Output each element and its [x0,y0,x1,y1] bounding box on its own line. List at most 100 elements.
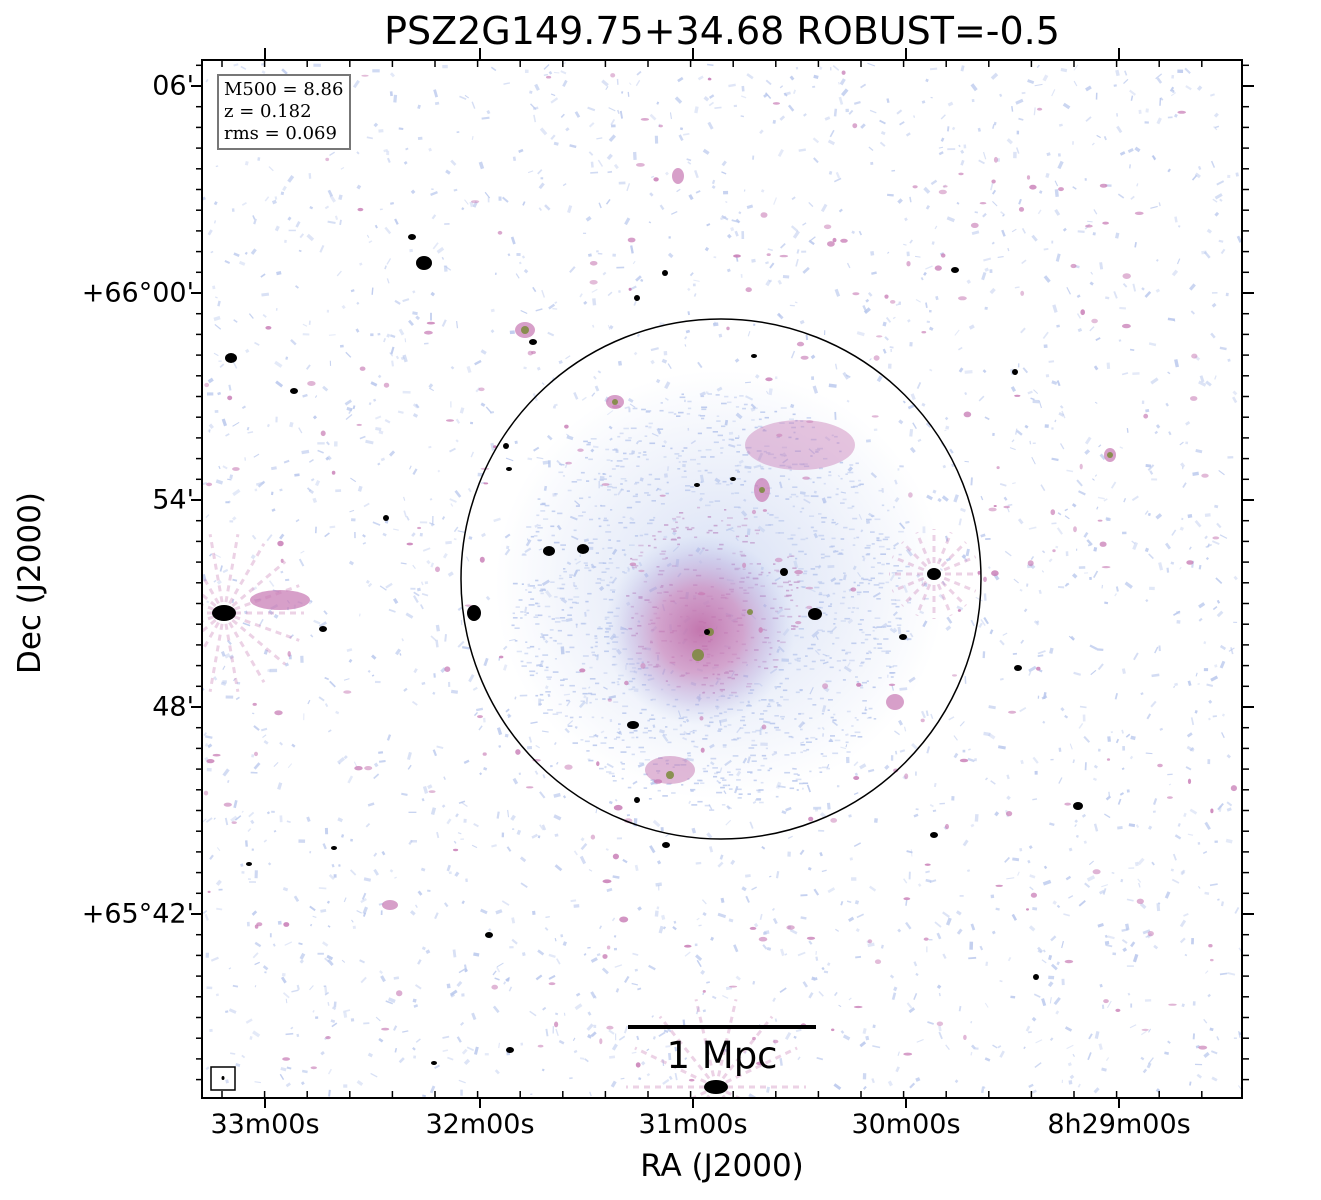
noise-speck [1043,248,1049,251]
plot-title: PSZ2G149.75+34.68 ROBUST=-0.5 [384,9,1060,53]
emission-blob [212,753,221,757]
emission-blob [796,341,805,347]
noise-speck [324,986,328,995]
emission-blob [577,448,584,452]
noise-speck [995,907,1000,911]
noise-speck [363,1022,370,1025]
emission-blob [1091,318,1098,324]
noise-speck [613,947,617,951]
noise-speck [480,402,486,407]
noise-speck [1027,390,1033,395]
noise-speck [612,775,615,777]
sidelobe-ray [901,541,936,576]
noise-speck [232,361,238,369]
noise-speck [225,501,229,504]
noise-speck [813,888,820,896]
noise-speck [412,564,416,569]
noise-speck [317,442,325,445]
emission-blob [406,542,414,546]
noise-speck [953,752,959,759]
noise-speck [909,446,916,454]
noise-speck [505,457,514,462]
noise-speck [1174,682,1179,687]
diffuse-patch-south [645,756,695,784]
emission-blob [1027,560,1034,567]
noise-speck [917,438,922,443]
noise-speck [1011,913,1018,921]
noise-speck [313,63,321,67]
noise-speck [1148,342,1157,347]
noise-speck [859,1041,867,1048]
noise-speck [618,1035,626,1041]
emission-blob [254,924,259,929]
noise-speck [394,299,401,305]
point-source [899,634,907,640]
noise-speck [206,600,210,604]
noise-speck [241,405,246,410]
noise-speck [1037,946,1044,953]
noise-speck [832,64,840,71]
noise-speck [808,239,815,246]
noise-speck [1017,871,1020,876]
noise-speck [725,819,732,826]
noise-speck [1122,745,1126,751]
noise-speck [594,385,600,392]
emission-blob [282,1057,290,1061]
noise-speck [751,886,757,891]
noise-speck [228,384,232,391]
noise-speck [236,681,241,685]
noise-speck [1083,840,1087,844]
noise-speck [906,850,913,854]
noise-speck [367,582,373,588]
noise-speck [711,185,716,190]
noise-speck [1033,107,1036,116]
noise-speck [907,318,911,323]
noise-speck [811,976,815,981]
noise-speck [944,429,947,432]
noise-speck [746,73,754,80]
noise-speck [1156,117,1162,125]
noise-speck [593,375,597,380]
noise-speck [567,205,573,214]
noise-speck [457,832,462,835]
noise-speck [1095,337,1101,341]
emission-blob [1190,396,1198,401]
noise-speck [1189,283,1196,291]
noise-speck [430,191,438,196]
noise-speck [760,189,765,193]
emission-blob [364,766,373,771]
noise-speck [1096,506,1099,510]
noise-speck [445,169,451,175]
noise-speck [618,181,626,185]
noise-speck [766,947,772,951]
sidelobe-ray [223,584,300,615]
noise-speck [1037,654,1044,658]
emission-blob [1212,536,1220,540]
noise-speck [821,869,827,873]
noise-speck [962,839,969,847]
emission-blob [988,507,997,512]
noise-speck [534,770,539,775]
noise-speck [416,587,421,592]
noise-speck [1174,359,1180,368]
noise-speck [695,190,701,194]
emission-blob [653,177,659,182]
noise-speck [1049,647,1054,654]
noise-speck [977,127,981,132]
noise-speck [1103,136,1107,141]
emission-blob [993,505,997,507]
noise-speck [299,952,306,960]
noise-speck [1057,512,1062,516]
noise-speck [340,167,345,170]
noise-speck [1038,589,1042,595]
noise-speck [848,997,852,1001]
noise-speck [1181,517,1184,521]
noise-speck [595,807,598,814]
noise-speck [632,952,639,956]
emission-blob [636,163,645,167]
noise-speck [342,1009,351,1013]
noise-speck [1086,875,1096,882]
noise-speck [267,668,271,673]
emission-blob [428,790,436,793]
noise-speck [555,1028,559,1037]
